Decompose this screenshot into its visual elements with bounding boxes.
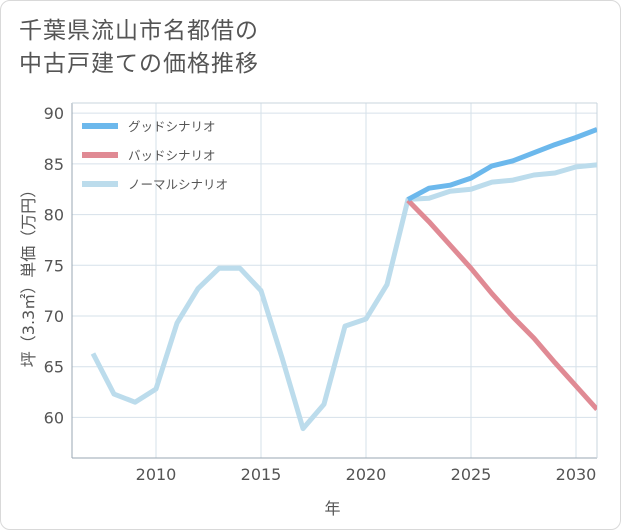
- x-axis-label: 年: [324, 499, 340, 518]
- y-tick-label: 60: [44, 408, 64, 427]
- y-tick-label: 90: [44, 104, 64, 123]
- y-tick-label: 70: [44, 307, 64, 326]
- legend-label-normal-scenario: ノーマルシナリオ: [128, 177, 228, 192]
- good-scenario-line: [406, 127, 597, 202]
- y-tick-label: 65: [44, 358, 64, 377]
- y-tick-label: 80: [44, 206, 64, 225]
- y-axis-label: 坪（3.3㎡）単価（万円）: [19, 182, 38, 367]
- x-tick-label: 2015: [241, 465, 282, 484]
- y-tick-label: 75: [44, 256, 64, 275]
- y-tick-label: 85: [44, 155, 64, 174]
- x-tick-label: 2010: [136, 465, 177, 484]
- x-tick-label: 2030: [556, 465, 597, 484]
- legend-label-good-scenario: グッドシナリオ: [128, 119, 216, 134]
- bad-scenario-line: [406, 198, 597, 411]
- legend-label-bad-scenario: バッドシナリオ: [128, 148, 216, 163]
- x-tick-label: 2020: [346, 465, 387, 484]
- x-tick-label: 2025: [451, 465, 492, 484]
- normal-scenario-line: [90, 162, 597, 432]
- chart-title: 千葉県流山市名都借の 中古戸建ての価格推移: [19, 18, 259, 77]
